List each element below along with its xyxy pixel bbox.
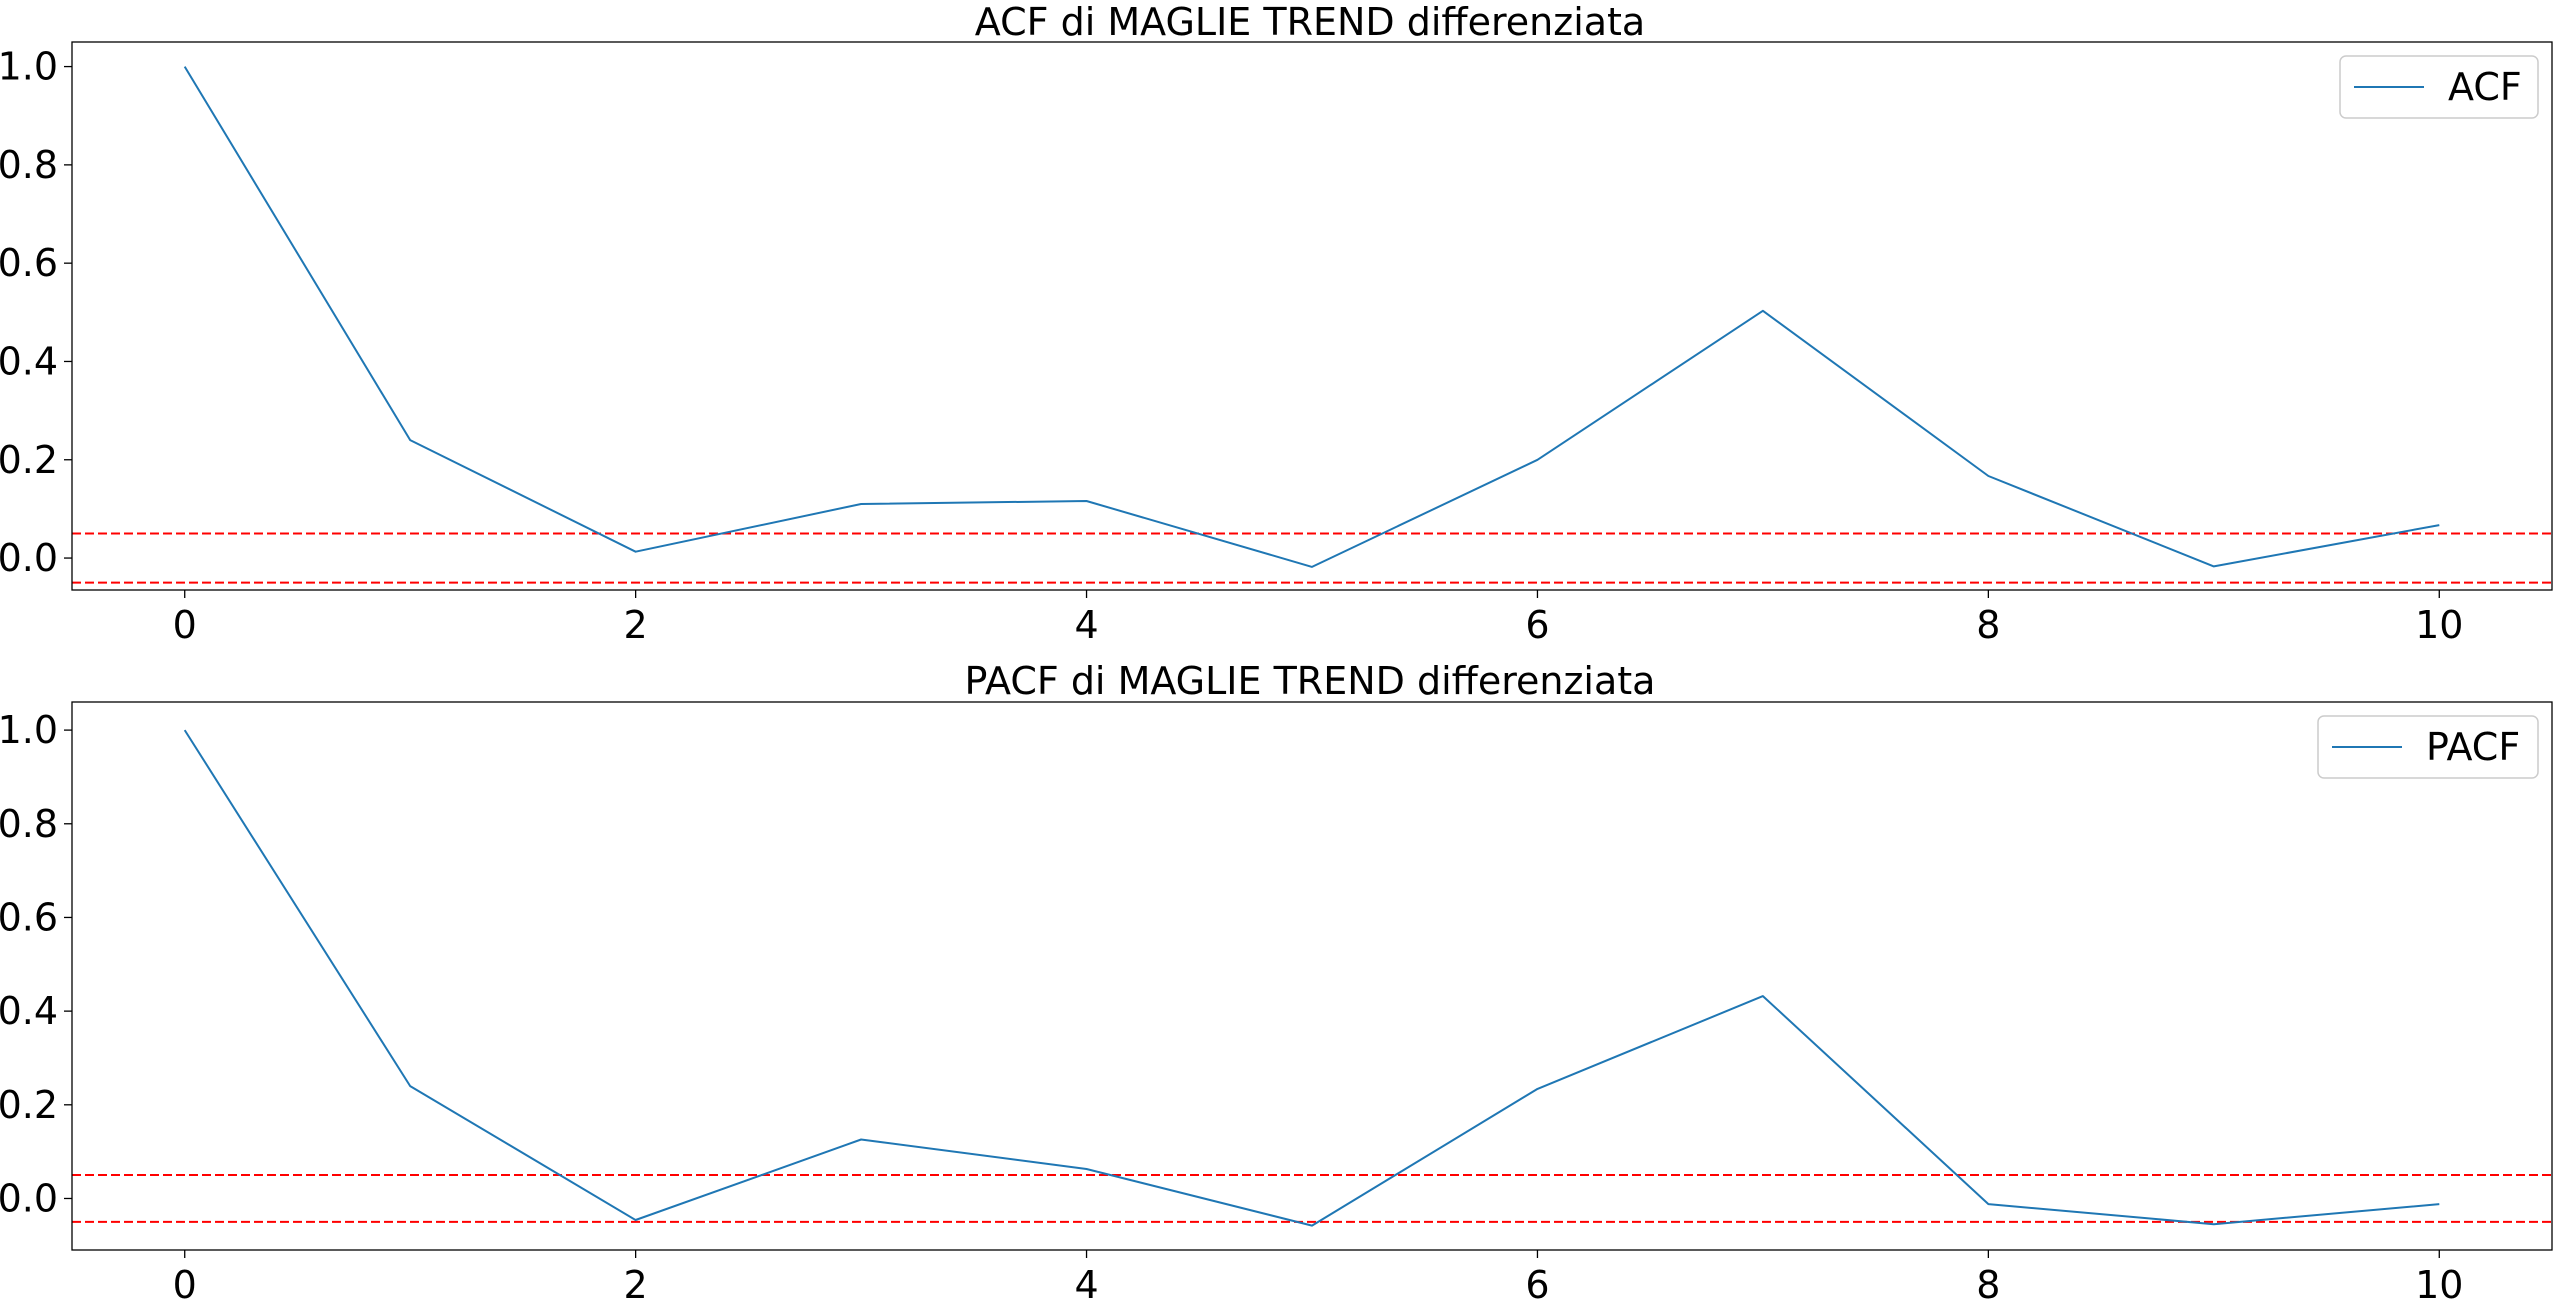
acf-y-tick-label-5: 1.0: [0, 45, 58, 89]
acf-chart: ACF di MAGLIE TREND differenziata 0 2 4 6 8 1…: [0, 0, 2553, 647]
acf-series-line: [183, 66, 2440, 568]
acf-chart-title: ACF di MAGLIE TREND differenziata: [975, 0, 1645, 44]
pacf-x-tick-label-6: 6: [1525, 1263, 1549, 1299]
acf-y-tick-label-3: 0.6: [0, 241, 58, 285]
acf-x-tick-label-4: 4: [1074, 603, 1098, 647]
acf-series-layer: [72, 66, 2552, 584]
pacf-axes-frame: [71, 701, 2553, 1251]
pacf-x-tick-label-0: 0: [173, 1263, 197, 1299]
acf-y-tick-label-0: 0.0: [0, 536, 58, 580]
pacf-x-tick-label-2: 2: [624, 1263, 648, 1299]
acf-x-tick-label-8: 8: [1976, 603, 2000, 647]
pacf-y-tick-label-4: 0.8: [0, 802, 58, 846]
acf-axes: 0 2 4 6 8 10 0.0 0.2 0.4 0.6 0.8 1.0: [0, 41, 2553, 647]
pacf-y-tick-label-0: 0.0: [0, 1176, 58, 1220]
pacf-x-tick-label-10: 10: [2415, 1263, 2463, 1299]
acf-legend-box: [2339, 55, 2539, 119]
pacf-series-layer: [72, 729, 2552, 1227]
acf-legend-label: ACF: [2448, 65, 2522, 109]
pacf-y-tick-label-2: 0.4: [0, 989, 58, 1033]
pacf-axes: 0 2 4 6 8 10 0.0 0.2 0.4 0.6 0.8 1.0: [0, 701, 2553, 1299]
pacf-y-tick-label-5: 1.0: [0, 708, 58, 752]
pacf-legend: PACF: [2317, 715, 2539, 779]
pacf-y-tick-label-3: 0.6: [0, 895, 58, 939]
acf-x-tick-label-2: 2: [624, 603, 648, 647]
acf-x-tick-label-0: 0: [173, 603, 197, 647]
acf-x-tick-label-6: 6: [1525, 603, 1549, 647]
pacf-x-tick-label-4: 4: [1074, 1263, 1098, 1299]
acf-legend: ACF: [2339, 55, 2539, 119]
pacf-chart-title: PACF di MAGLIE TREND differenziata: [965, 659, 1656, 703]
pacf-series-line: [183, 729, 2440, 1227]
acf-x-tick-label-10: 10: [2415, 603, 2463, 647]
pacf-chart: PACF di MAGLIE TREND differenziata 0 2 4 6 8…: [0, 659, 2553, 1299]
pacf-legend-label: PACF: [2426, 725, 2520, 769]
acf-axes-frame: [71, 41, 2553, 591]
pacf-x-tick-label-8: 8: [1976, 1263, 2000, 1299]
acf-y-tick-label-1: 0.2: [0, 438, 58, 482]
pacf-y-tick-label-1: 0.2: [0, 1083, 58, 1127]
acf-y-tick-label-4: 0.8: [0, 143, 58, 187]
pacf-legend-box: [2317, 715, 2539, 779]
acf-y-tick-label-2: 0.4: [0, 339, 58, 383]
